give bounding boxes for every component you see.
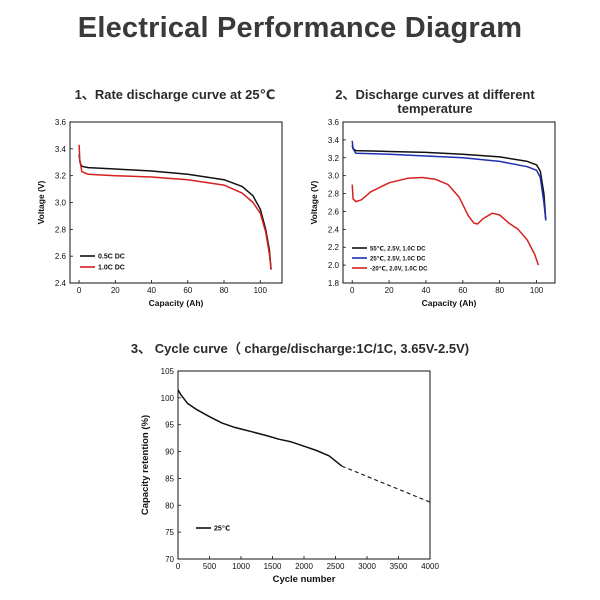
- chart-1-y-tick-label: 3.2: [55, 172, 67, 181]
- chart-2-y-tick-label: 3.0: [328, 172, 340, 181]
- chart-1-title: 1、Rate discharge curve at 25℃: [74, 87, 276, 102]
- chart-3-y-tick-label: 85: [165, 474, 174, 483]
- chart-3-x-tick-label: 500: [203, 562, 217, 571]
- chart-2-y-tick-label: 2.4: [328, 225, 340, 234]
- chart-2-x-tick-label: 20: [385, 286, 394, 295]
- chart-2-y-tick-label: 1.8: [328, 279, 340, 288]
- chart-2-x-tick-label: 0: [350, 286, 355, 295]
- chart-3-y-tick-label: 105: [161, 367, 175, 376]
- chart-3-x-tick-label: 3500: [390, 562, 408, 571]
- chart-3-y-axis-label: Capacity retention (%): [140, 415, 151, 515]
- chart-1-y-tick-label: 3.0: [55, 199, 67, 208]
- chart-2-y-axis-label: Voltage (V): [309, 180, 319, 224]
- chart-3-y-tick-label: 70: [165, 555, 174, 564]
- chart-2-y-tick-label: 3.2: [328, 154, 340, 163]
- chart-2-x-tick-label: 40: [422, 286, 431, 295]
- chart-2-y-tick-label: 2.2: [328, 243, 340, 252]
- chart-1-legend-label: 1.0C DC: [98, 265, 125, 272]
- chart-1-y-axis-label: Voltage (V): [36, 180, 46, 224]
- chart-1-x-tick-label: 60: [183, 286, 192, 295]
- chart-3-y-tick-label: 80: [165, 501, 174, 510]
- chart-1-y-tick-label: 2.8: [55, 225, 67, 234]
- chart-2-y-tick-label: 3.4: [328, 136, 340, 145]
- chart-2-x-tick-label: 80: [495, 286, 504, 295]
- chart-1-y-tick-label: 2.6: [55, 252, 67, 261]
- chart-2-y-tick-label: 2.8: [328, 190, 340, 199]
- chart-3-x-tick-label: 2000: [295, 562, 313, 571]
- chart-2-title: 2、Discharge curves at different temperat…: [335, 87, 535, 116]
- chart-1-x-tick-label: 80: [220, 286, 229, 295]
- chart-3-x-tick-label: 1500: [264, 562, 282, 571]
- chart-3-y-tick-label: 75: [165, 528, 174, 537]
- chart-2-series-line-2: [351, 140, 547, 221]
- chart-3-x-tick-label: 1000: [232, 562, 250, 571]
- chart-3-title: 3、 Cycle curve（ charge/discharge:1C/1C, …: [130, 341, 470, 356]
- chart-1-x-tick-label: 0: [77, 286, 82, 295]
- chart-1-y-tick-label: 3.4: [55, 145, 67, 154]
- chart-3-series-line-2: [341, 465, 431, 503]
- chart-3-x-tick-label: 3000: [358, 562, 376, 571]
- chart-3-x-tick-label: 0: [176, 562, 181, 571]
- chart-3-y-tick-label: 95: [165, 421, 174, 430]
- chart-2-legend-label: 55℃, 2.5V, 1.0C DC: [370, 246, 426, 253]
- chart-2-series-line-1: [351, 145, 547, 221]
- chart-1-series-line-2: [78, 144, 272, 270]
- chart-1-legend-label: 0.5C DC: [98, 254, 125, 261]
- chart-2-x-axis-label: Capacity (Ah): [422, 298, 477, 308]
- chart-2-x-tick-label: 60: [458, 286, 467, 295]
- chart-3-legend-label: 25℃: [214, 525, 230, 533]
- chart-3-x-tick-label: 2500: [327, 562, 345, 571]
- chart-2-legend-label: -20℃, 2.0V, 1.0C DC: [370, 266, 428, 273]
- chart-2-x-tick-label: 100: [530, 286, 544, 295]
- chart-1-x-tick-label: 40: [147, 286, 156, 295]
- chart-2-y-tick-label: 3.6: [328, 118, 340, 127]
- chart-1-x-tick-label: 100: [254, 286, 268, 295]
- chart-2-legend-label: 25℃, 2.5V, 1.0C DC: [370, 256, 426, 263]
- chart-3-x-tick-label: 4000: [421, 562, 439, 571]
- chart-2-y-tick-label: 2.0: [328, 261, 340, 270]
- chart-1-x-axis-label: Capacity (Ah): [149, 298, 204, 308]
- chart-1-y-tick-label: 2.4: [55, 279, 67, 288]
- chart-1-x-tick-label: 20: [111, 286, 120, 295]
- chart-2-y-tick-label: 2.6: [328, 207, 340, 216]
- chart-2-plot-frame: [342, 121, 556, 284]
- chart-3-series-line-1: [177, 389, 343, 467]
- chart-2-series-line-3: [351, 176, 540, 266]
- chart-3-x-axis-label: Cycle number: [273, 574, 336, 585]
- chart-3-y-tick-label: 100: [161, 394, 175, 403]
- chart-1-y-tick-label: 3.6: [55, 118, 67, 127]
- page-title: Electrical Performance Diagram: [77, 12, 523, 44]
- chart-1-series-line-1: [78, 154, 272, 270]
- chart-3-y-tick-label: 90: [165, 448, 174, 457]
